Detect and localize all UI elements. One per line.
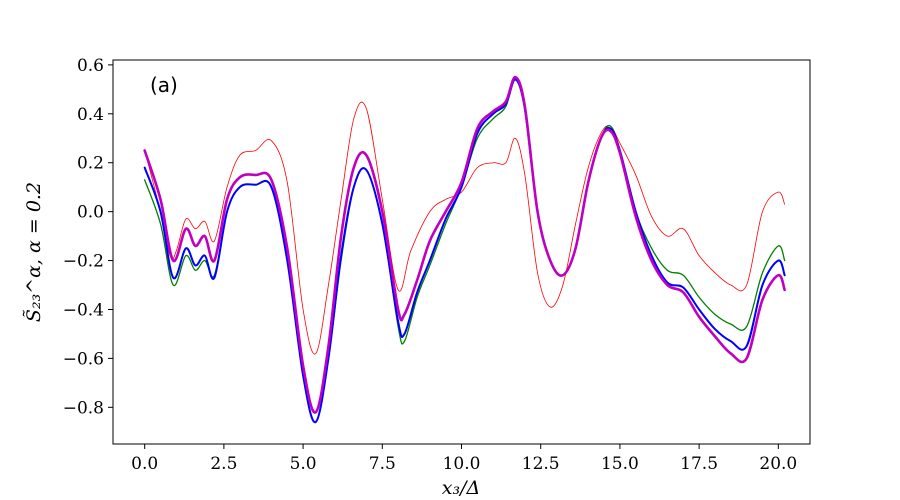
x-tick-label: 17.5 <box>680 454 718 474</box>
x-axis: 0.0 2.5 5.0 7.5 10.0 12.5 15.0 17.5 20.0 <box>131 444 797 474</box>
series-line-3 <box>143 78 786 423</box>
series-layer <box>143 75 786 423</box>
y-axis: −0.8 −0.6 −0.4 −0.2 0.0 0.2 0.4 0.6 <box>63 56 113 418</box>
x-axis-label: x₃/Δ <box>442 477 480 499</box>
y-tick-label: −0.6 <box>63 349 104 369</box>
y-tick-label: −0.8 <box>63 398 104 418</box>
series-line-4 <box>143 75 786 414</box>
x-tick-label: 15.0 <box>601 454 639 474</box>
y-tick-label: 0.2 <box>77 154 104 174</box>
y-tick-label: 0.4 <box>77 105 104 125</box>
x-tick-label: 2.5 <box>210 454 237 474</box>
x-tick-label: 20.0 <box>759 454 797 474</box>
x-tick-label: 7.5 <box>369 454 396 474</box>
x-tick-label: 5.0 <box>290 454 317 474</box>
y-tick-label: −0.2 <box>63 252 104 272</box>
x-tick-label: 12.5 <box>522 454 560 474</box>
x-tick-label: 10.0 <box>443 454 481 474</box>
y-tick-label: −0.4 <box>63 300 104 320</box>
y-tick-label: 0.6 <box>77 56 104 76</box>
plot-area <box>113 60 810 444</box>
y-axis-label: S̃₂₃^α, α = 0.2 <box>23 182 45 322</box>
panel-label: (a) <box>150 73 178 97</box>
y-tick-label: 0.0 <box>77 203 104 223</box>
x-tick-label: 0.0 <box>131 454 158 474</box>
